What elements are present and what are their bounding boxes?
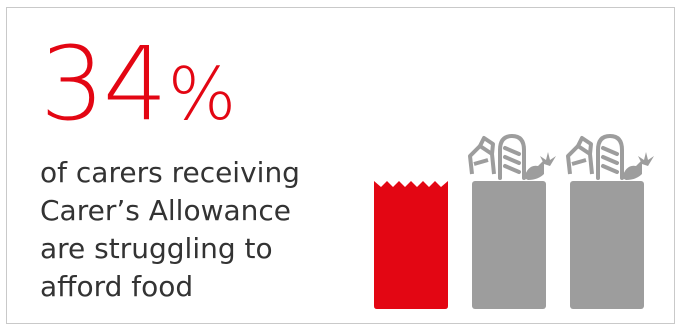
caption-line-1: of carers receiving [40, 156, 300, 189]
vegetable-leaves-icon [638, 152, 654, 166]
fish-icon [622, 160, 642, 180]
baguette-icon [596, 134, 624, 180]
statistic-caption: of carers receiving Carer’s Allowance ar… [40, 154, 360, 306]
statistic-value: 34 [40, 25, 168, 144]
grocery-bags-illustration [374, 134, 654, 309]
baguette-icon [498, 134, 526, 180]
caption-line-3: are struggling to [40, 232, 273, 265]
milk-carton-icon [468, 136, 496, 175]
infographic-card: 34% of carers receiving Carer’s Allowanc… [6, 7, 675, 324]
red-bag-icon [374, 181, 448, 309]
grocery-bag-icon [566, 134, 654, 309]
milk-carton-icon [566, 136, 594, 175]
caption-line-4: afford food [40, 270, 194, 303]
grocery-bag-icon [468, 134, 556, 309]
statistic-unit: % [167, 52, 237, 136]
statistic: 34% [40, 34, 236, 136]
caption-line-2: Carer’s Allowance [40, 194, 292, 227]
vegetable-leaves-icon [540, 152, 556, 166]
fish-icon [524, 160, 544, 180]
